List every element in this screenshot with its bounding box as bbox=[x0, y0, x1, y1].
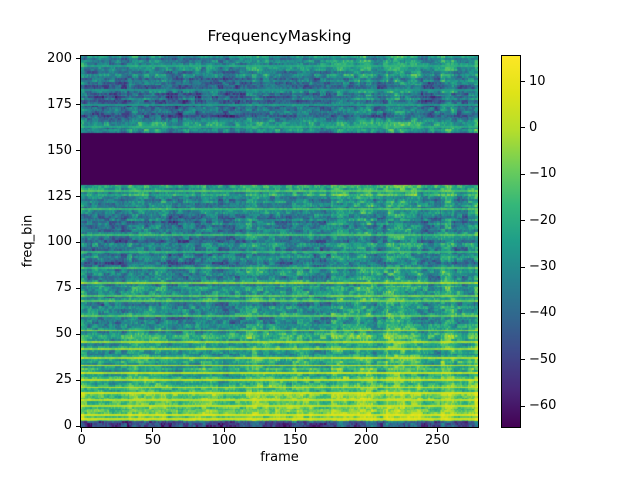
colorbar-tick-mark bbox=[521, 266, 525, 268]
y-tick-label: 200 bbox=[47, 50, 72, 66]
colorbar bbox=[501, 55, 521, 428]
y-tick-label: 125 bbox=[47, 188, 72, 204]
colorbar-tick-label: 10 bbox=[529, 73, 546, 89]
y-tick-label: 0 bbox=[63, 418, 72, 434]
x-tick-label: 150 bbox=[282, 433, 308, 448]
y-tick-label: 50 bbox=[55, 326, 72, 342]
y-tick-label: 75 bbox=[55, 280, 72, 296]
x-tick-mark bbox=[436, 428, 438, 432]
x-tick-mark bbox=[365, 428, 367, 432]
y-tick-label: 25 bbox=[55, 372, 72, 388]
y-axis-label: freq_bin bbox=[20, 214, 36, 268]
y-tick-mark bbox=[76, 196, 80, 197]
colorbar-tick-label: −40 bbox=[529, 305, 557, 321]
y-tick-mark bbox=[76, 150, 80, 152]
x-tick-label: 250 bbox=[425, 433, 450, 448]
colorbar-tick-mark bbox=[521, 312, 525, 314]
colorbar-tick-label: −10 bbox=[529, 166, 557, 182]
x-tick-label: 200 bbox=[353, 433, 379, 448]
chart-title: FrequencyMasking bbox=[207, 27, 352, 45]
colorbar-tick-label: −50 bbox=[529, 351, 557, 367]
colorbar-tick-mark bbox=[521, 127, 525, 129]
colorbar-tick-label: 0 bbox=[529, 119, 538, 135]
x-tick-mark bbox=[223, 428, 225, 432]
y-tick-mark bbox=[76, 104, 80, 106]
y-tick-mark bbox=[76, 333, 80, 335]
y-tick-mark bbox=[76, 58, 80, 60]
colorbar-tick-mark bbox=[521, 220, 525, 222]
y-tick-mark bbox=[76, 241, 80, 243]
x-tick-mark bbox=[294, 428, 296, 432]
colorbar-tick-label: −60 bbox=[529, 398, 557, 414]
y-tick-label: 100 bbox=[47, 234, 72, 250]
colorbar-tick-mark bbox=[521, 173, 525, 175]
colorbar-tick-mark bbox=[521, 359, 525, 361]
colorbar-tick-label: −20 bbox=[529, 212, 557, 228]
spectrogram-heatmap bbox=[81, 56, 478, 427]
y-tick-label: 150 bbox=[47, 142, 72, 158]
colorbar-tick-mark bbox=[521, 405, 525, 407]
y-tick-mark bbox=[76, 287, 80, 289]
colorbar-tick-mark bbox=[521, 81, 525, 82]
y-tick-label: 175 bbox=[47, 96, 72, 112]
x-axis-label: frame bbox=[260, 450, 299, 465]
colorbar-tick-label: −30 bbox=[529, 259, 557, 274]
x-tick-label: 100 bbox=[211, 433, 237, 448]
x-tick-label: 50 bbox=[144, 433, 162, 448]
x-tick-mark bbox=[81, 428, 83, 432]
y-tick-mark bbox=[76, 425, 80, 427]
x-tick-mark bbox=[152, 428, 154, 432]
y-tick-mark bbox=[76, 379, 80, 381]
x-tick-label: 0 bbox=[77, 433, 86, 448]
